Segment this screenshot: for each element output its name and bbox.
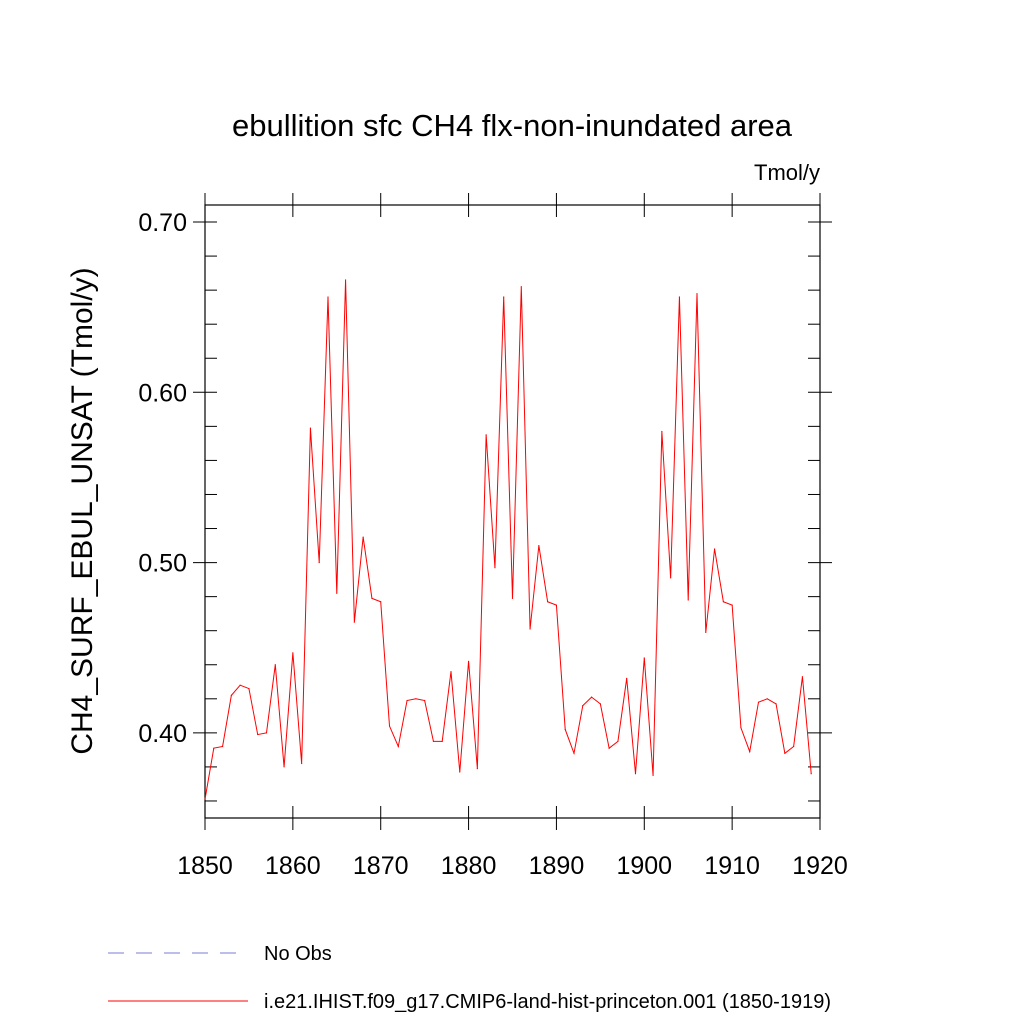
units-label: Tmol/y xyxy=(754,160,820,185)
y-axis-label: CH4_SURF_EBUL_UNSAT (Tmol/y) xyxy=(66,267,99,754)
data-point xyxy=(204,798,206,800)
data-point xyxy=(380,601,382,603)
data-point xyxy=(309,427,312,429)
data-point xyxy=(678,296,681,298)
data-point xyxy=(274,664,276,666)
data-point xyxy=(573,752,575,754)
data-point xyxy=(336,592,338,594)
data-point xyxy=(450,670,452,673)
data-point xyxy=(599,703,601,705)
data-point xyxy=(459,771,461,773)
data-point xyxy=(547,601,549,603)
data-point xyxy=(538,544,540,547)
data-point xyxy=(687,599,689,601)
data-point xyxy=(221,745,224,748)
data-point xyxy=(529,628,531,630)
x-tick-label: 1910 xyxy=(704,852,760,880)
data-point xyxy=(406,699,408,702)
data-point xyxy=(441,740,443,742)
x-tick-label: 1880 xyxy=(441,852,497,880)
data-point xyxy=(503,296,505,298)
data-point xyxy=(757,701,760,703)
data-point xyxy=(239,684,241,686)
data-point xyxy=(670,577,672,579)
data-point xyxy=(705,631,707,634)
data-point xyxy=(775,703,777,705)
series-line xyxy=(204,279,812,800)
data-point xyxy=(555,604,558,606)
x-tick-label: 1850 xyxy=(177,852,233,880)
data-point xyxy=(344,279,347,281)
data-point xyxy=(230,694,232,697)
data-point xyxy=(292,652,294,654)
data-point xyxy=(793,745,795,748)
data-point xyxy=(213,747,215,749)
chart-title: ebullition sfc CH4 flx-non-inundated are… xyxy=(232,108,793,143)
data-point xyxy=(766,698,768,700)
data-point xyxy=(582,705,584,707)
data-point xyxy=(327,296,329,298)
data-point xyxy=(661,430,663,433)
data-point xyxy=(248,687,250,690)
data-point xyxy=(740,727,742,729)
data-point xyxy=(784,752,786,754)
data-point xyxy=(397,745,399,748)
data-point xyxy=(371,597,373,599)
data-point xyxy=(424,699,426,702)
y-tick-label: 0.50 xyxy=(138,550,187,578)
data-point xyxy=(590,696,593,698)
data-point xyxy=(318,561,320,564)
data-point xyxy=(353,621,355,623)
data-point xyxy=(476,768,478,770)
data-point xyxy=(494,567,496,569)
data-point xyxy=(626,677,628,679)
data-point xyxy=(485,434,487,436)
x-tick-label: 1920 xyxy=(792,852,848,880)
y-axis-ticks: 0.40 0.50 0.60 0.70 xyxy=(138,209,832,802)
data-point xyxy=(608,747,610,749)
y-tick-label: 0.60 xyxy=(138,379,187,407)
data-point xyxy=(388,725,391,727)
y-tick-label: 0.40 xyxy=(138,720,187,748)
data-point xyxy=(301,762,303,765)
data-point xyxy=(617,740,619,742)
x-axis-ticks: 1850 1860 1870 1880 1890 1900 1910 1920 xyxy=(177,193,848,880)
data-point xyxy=(564,728,566,731)
data-point xyxy=(283,766,285,768)
data-point xyxy=(432,740,435,742)
legend-label-model: i.e21.IHIST.f09_g17.CMIP6-land-hist-prin… xyxy=(264,991,831,1013)
data-point xyxy=(467,660,470,662)
data-point xyxy=(257,733,259,736)
data-point xyxy=(415,698,417,700)
data-point xyxy=(652,774,654,777)
data-point xyxy=(520,286,522,288)
data-point xyxy=(265,732,268,734)
data-point xyxy=(722,601,724,603)
data-point xyxy=(362,536,364,538)
data-point xyxy=(713,548,716,550)
data-point xyxy=(643,657,645,659)
x-tick-label: 1900 xyxy=(616,852,672,880)
x-tick-label: 1890 xyxy=(529,852,585,880)
data-point xyxy=(696,292,698,295)
data-point xyxy=(731,604,733,606)
data-point xyxy=(801,676,804,678)
data-point xyxy=(810,773,812,775)
legend-label-no-obs: No Obs xyxy=(264,943,332,965)
x-tick-label: 1860 xyxy=(265,852,321,880)
y-tick-label: 0.70 xyxy=(138,209,187,237)
x-tick-label: 1870 xyxy=(353,852,409,880)
series-layer xyxy=(204,279,812,800)
data-point xyxy=(511,597,514,599)
plot-frame xyxy=(204,204,821,819)
data-point xyxy=(634,773,637,775)
legend: No Obs i.e21.IHIST.f09_g17.CMIP6-land-hi… xyxy=(108,943,831,1013)
data-point xyxy=(749,750,751,753)
